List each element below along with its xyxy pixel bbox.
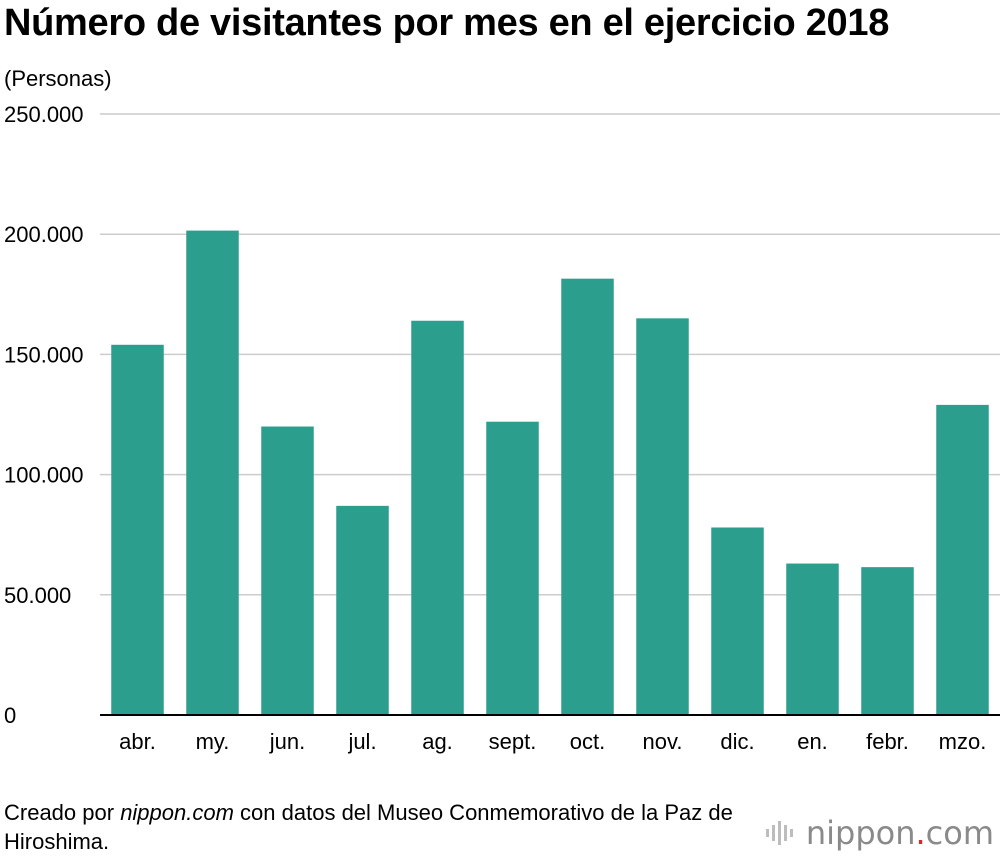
bar: [936, 404, 989, 715]
y-tick-label: 200.000: [4, 222, 84, 247]
x-tick-label: oct.: [570, 729, 605, 754]
bar-chart: 0 50.000 100.000 150.000 200.000 250.000 abr. m…: [4, 102, 1000, 754]
nippon-logo: nippon. com: [764, 814, 994, 852]
x-tick-label: dic.: [720, 729, 754, 754]
brand-dot: .: [915, 814, 926, 852]
brand-tld: com: [925, 814, 994, 852]
x-tick-label: abr.: [119, 729, 156, 754]
y-tick-label: 250.000: [4, 102, 84, 127]
bar: [711, 527, 764, 715]
bar: [861, 567, 914, 715]
x-tick-label: en.: [797, 729, 828, 754]
source-note: Creado por nippon.com con datos del Muse…: [4, 798, 764, 856]
y-axis-unit-label: (Personas): [4, 66, 112, 91]
x-tick-label: mzo.: [939, 729, 987, 754]
x-tick-label: jun.: [269, 729, 305, 754]
y-tick-label: 100.000: [4, 463, 84, 488]
sound-wave-icon: [765, 821, 793, 845]
y-tick-label: 50.000: [4, 583, 71, 608]
bar: [411, 320, 464, 715]
x-tick-label: febr.: [866, 729, 909, 754]
source-prefix: Creado por: [4, 800, 121, 825]
x-tick-label: nov.: [643, 729, 683, 754]
chart-title: Número de visitantes por mes en el ejerc…: [4, 2, 890, 44]
bar: [561, 278, 614, 715]
x-tick-label: jul.: [347, 729, 376, 754]
source-site: nippon.com: [120, 800, 234, 825]
source-suffix: con datos del Museo Conmemorativo de la …: [4, 800, 733, 854]
bar: [111, 344, 164, 715]
y-tick-label: 150.000: [4, 342, 84, 367]
brand-name: nippon: [805, 814, 916, 852]
bar: [486, 421, 539, 715]
x-tick-label: my.: [196, 729, 230, 754]
x-tick-label: ag.: [422, 729, 453, 754]
y-tick-label: 0: [4, 703, 16, 728]
bar: [636, 318, 689, 715]
bar: [186, 230, 239, 715]
x-tick-label: sept.: [489, 729, 537, 754]
bar: [261, 426, 314, 715]
bar: [786, 563, 839, 715]
bar: [336, 505, 389, 715]
